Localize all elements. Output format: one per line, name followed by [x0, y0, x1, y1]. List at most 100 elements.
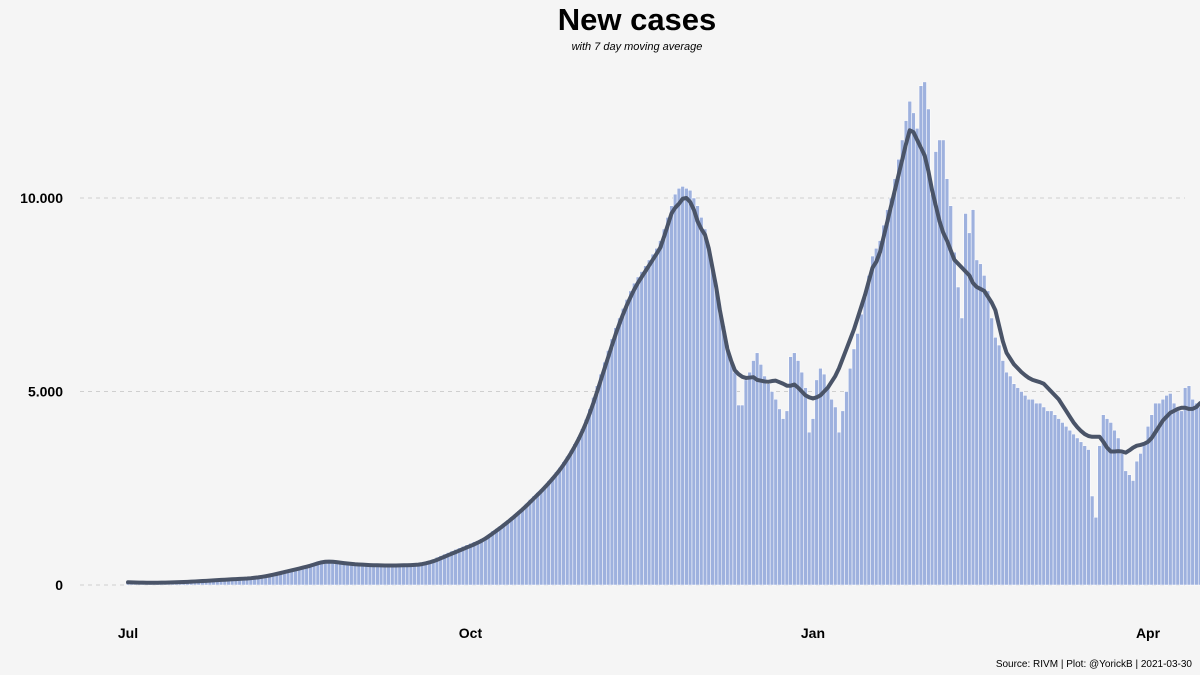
bar — [352, 564, 358, 586]
bar — [948, 205, 953, 586]
bar — [788, 356, 793, 586]
bar — [669, 205, 674, 586]
bar — [803, 387, 808, 586]
bar — [546, 480, 551, 586]
bar — [1123, 470, 1128, 586]
bar — [1056, 418, 1061, 586]
bar — [795, 360, 801, 586]
bar — [531, 495, 536, 586]
chart-caption: Source: RIVM | Plot: @YorickB | 2021-03-… — [996, 659, 1193, 670]
bar — [509, 516, 514, 586]
bar — [338, 563, 343, 586]
bar — [755, 352, 760, 586]
bar — [840, 410, 845, 586]
bar — [393, 565, 399, 586]
bar — [1131, 480, 1136, 586]
bar — [382, 565, 387, 586]
bar — [810, 418, 816, 586]
bar — [628, 290, 633, 586]
bar — [371, 565, 376, 586]
bar — [460, 546, 466, 586]
bar — [1000, 360, 1005, 586]
bar — [542, 484, 548, 586]
bar — [1127, 474, 1132, 586]
bar — [419, 563, 425, 586]
bar — [349, 564, 354, 586]
bar — [520, 506, 525, 586]
bar — [903, 120, 909, 586]
bar — [397, 564, 402, 586]
bar — [1168, 393, 1173, 586]
bar — [684, 188, 689, 586]
bar — [330, 561, 335, 586]
bar — [959, 317, 964, 586]
bar — [762, 375, 767, 586]
bar — [978, 263, 983, 586]
bar — [632, 282, 637, 586]
bar — [799, 371, 804, 586]
bar — [524, 503, 529, 586]
bar — [717, 306, 723, 586]
bar — [1063, 426, 1069, 586]
bar — [416, 563, 421, 586]
bar — [1004, 371, 1009, 586]
bar — [896, 159, 901, 586]
bar — [580, 428, 585, 586]
y-axis: 0 5.000 10.000 — [20, 190, 63, 593]
bar — [468, 542, 473, 586]
bar — [1037, 402, 1043, 586]
bar — [516, 510, 521, 586]
bar — [1011, 383, 1017, 586]
x-tick-label: Apr — [1136, 625, 1161, 641]
bar — [688, 190, 693, 586]
bar — [550, 476, 555, 586]
bar — [654, 248, 659, 586]
bar — [996, 344, 1002, 586]
bar — [766, 383, 771, 586]
bar — [695, 205, 700, 586]
bar — [561, 461, 566, 586]
bar — [1183, 387, 1188, 586]
bar — [781, 418, 786, 586]
bar — [836, 431, 842, 586]
bar — [702, 228, 708, 586]
bar — [602, 361, 607, 586]
bar — [1186, 385, 1192, 586]
bar — [885, 209, 890, 586]
bar — [758, 364, 763, 586]
bar — [1071, 433, 1076, 586]
bar — [401, 564, 406, 586]
bar — [553, 471, 559, 586]
bar — [483, 536, 488, 586]
bar — [408, 565, 414, 586]
bar — [699, 217, 704, 586]
bar — [851, 348, 857, 586]
bar — [472, 541, 477, 586]
bar — [721, 325, 726, 586]
bar — [527, 499, 533, 586]
bar — [364, 565, 369, 586]
bar — [1026, 398, 1031, 586]
bar — [1175, 410, 1180, 586]
bar — [825, 387, 830, 586]
bar — [360, 564, 365, 586]
moving-average-line — [126, 128, 1200, 585]
bar — [728, 360, 734, 586]
bar — [941, 139, 946, 586]
bar — [870, 255, 875, 586]
bar — [829, 398, 834, 586]
chart-title: New cases — [558, 2, 717, 37]
bar — [676, 188, 682, 586]
bar — [740, 404, 745, 586]
bar — [855, 333, 860, 586]
bar — [1019, 391, 1024, 586]
bar — [1198, 406, 1200, 586]
bar — [475, 540, 481, 586]
bar — [777, 408, 782, 586]
bar — [326, 561, 332, 586]
bar — [486, 533, 492, 586]
y-tick-label: 5.000 — [28, 384, 63, 400]
bar — [732, 371, 737, 586]
bar — [814, 379, 819, 586]
